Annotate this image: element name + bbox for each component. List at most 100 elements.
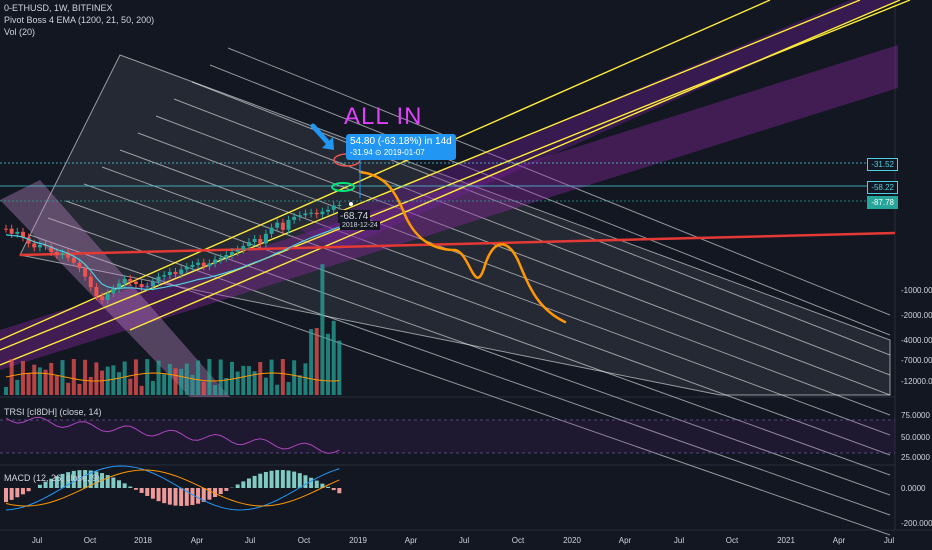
candle: [4, 228, 8, 230]
candle: [190, 264, 195, 267]
volume-bar: [196, 360, 201, 395]
candle: [196, 262, 201, 265]
time-axis-label: Apr: [405, 536, 418, 545]
channel-line: [173, 98, 891, 376]
y-tick-1: -1000.00: [899, 285, 932, 296]
macd-bar: [26, 488, 31, 492]
macd-bar: [331, 488, 336, 491]
time-axis-label: 2020: [563, 536, 581, 545]
volume-bar: [207, 359, 212, 395]
channel-line: [101, 166, 891, 456]
volume-bar: [213, 385, 218, 395]
volume-bar: [173, 368, 178, 395]
macd-bar: [122, 483, 127, 488]
macd-bar: [150, 488, 155, 499]
candle: [105, 293, 110, 300]
macd-bar: [309, 477, 314, 488]
candle: [218, 257, 223, 260]
volume-bar: [150, 380, 155, 395]
rsi-tick-3: 25.0000: [899, 452, 932, 463]
macd-bar: [162, 488, 167, 504]
macd-bar: [15, 488, 20, 498]
time-axis-label: Jul: [245, 536, 255, 545]
volume-bar: [100, 370, 105, 395]
candle: [167, 271, 172, 276]
channel-line: [191, 81, 891, 356]
candle: [258, 238, 263, 244]
volume-bar: [292, 360, 297, 395]
macd-bar: [77, 470, 82, 488]
candle: [292, 216, 297, 220]
candle: [139, 284, 144, 288]
macd-bar: [320, 483, 325, 488]
macd-bar: [71, 470, 76, 488]
ema-line: [5, 226, 340, 291]
rsi-legend[interactable]: TRSI [cI8DH] (close, 14): [4, 407, 102, 417]
y-tick-3: -4000.00: [899, 335, 932, 346]
volume-bar: [122, 361, 127, 395]
candle: [66, 252, 71, 258]
macd-bar: [94, 471, 99, 488]
volume-bar: [258, 362, 263, 395]
measure-callout: 54.80 (-63.18%) in 14d -31.94 ⊙ 2019-01-…: [346, 134, 456, 160]
ema-legend[interactable]: Pivot Boss 4 EMA (1200, 21, 50, 200): [4, 15, 155, 25]
macd-bar: [111, 477, 116, 488]
candle: [20, 231, 25, 238]
volume-bars: [4, 264, 342, 395]
macd-bar: [196, 488, 201, 504]
macd-bar: [156, 488, 161, 502]
channel-line: [209, 64, 891, 336]
volume-bar: [224, 378, 229, 395]
candle: [280, 222, 285, 230]
candle: [71, 257, 76, 263]
macd-bar: [139, 488, 144, 493]
volume-bar: [66, 382, 71, 395]
time-axis-label: 2021: [777, 536, 795, 545]
volume-bar: [314, 327, 319, 395]
macd-legend[interactable]: MACD (12, 26, close, 9): [4, 473, 101, 483]
candle: [54, 251, 59, 255]
candle: [235, 249, 240, 252]
macd-bar: [60, 473, 65, 488]
price-level-box-1: -31.52: [867, 158, 898, 171]
macd-signal-line: [5, 469, 340, 507]
candle: [297, 215, 302, 217]
volume-bar: [184, 363, 189, 395]
macd-bar: [133, 488, 138, 490]
candle: [37, 244, 42, 248]
candle: [224, 254, 229, 258]
candle: [201, 262, 206, 267]
candle: [241, 246, 246, 250]
macd-bar: [224, 488, 229, 491]
candle: [246, 242, 251, 247]
rsi-tick-2: 50.0000: [899, 432, 932, 443]
time-axis-label: 2018: [134, 536, 152, 545]
macd-bar: [303, 475, 308, 488]
candle: [15, 231, 20, 234]
candle: [162, 275, 167, 277]
macd-bar: [326, 486, 331, 488]
time-axis[interactable]: Jul Oct 2018 Apr Jul Oct 2019 Apr Jul Oct 2020 Apr J…: [32, 536, 894, 545]
volume-bar: [111, 365, 116, 395]
rsi-band: [0, 420, 895, 453]
volume-bar: [145, 359, 150, 395]
channel-line: [227, 47, 891, 316]
symbol-legend[interactable]: 0-ETHUSD, 1W, BITFINEX: [4, 3, 113, 13]
candle: [145, 286, 150, 288]
macd-bar: [201, 488, 206, 502]
y-tick-4: -7000.00: [899, 355, 932, 366]
volume-legend[interactable]: Vol (20): [4, 27, 36, 37]
macd-bar: [83, 470, 88, 488]
candle: [9, 228, 14, 234]
candle: [263, 233, 268, 244]
projection-path: [358, 170, 567, 324]
y-tick-2: -2000.00: [899, 310, 932, 321]
volume-bar: [241, 365, 246, 395]
callout-line-2: -31.94 ⊙ 2019-01-07: [350, 148, 425, 157]
candle: [314, 212, 319, 215]
volume-bar: [246, 366, 251, 395]
price-level-box-3: -87.78: [867, 196, 898, 209]
time-axis-label: 2019: [349, 536, 367, 545]
volume-bar: [94, 362, 99, 395]
